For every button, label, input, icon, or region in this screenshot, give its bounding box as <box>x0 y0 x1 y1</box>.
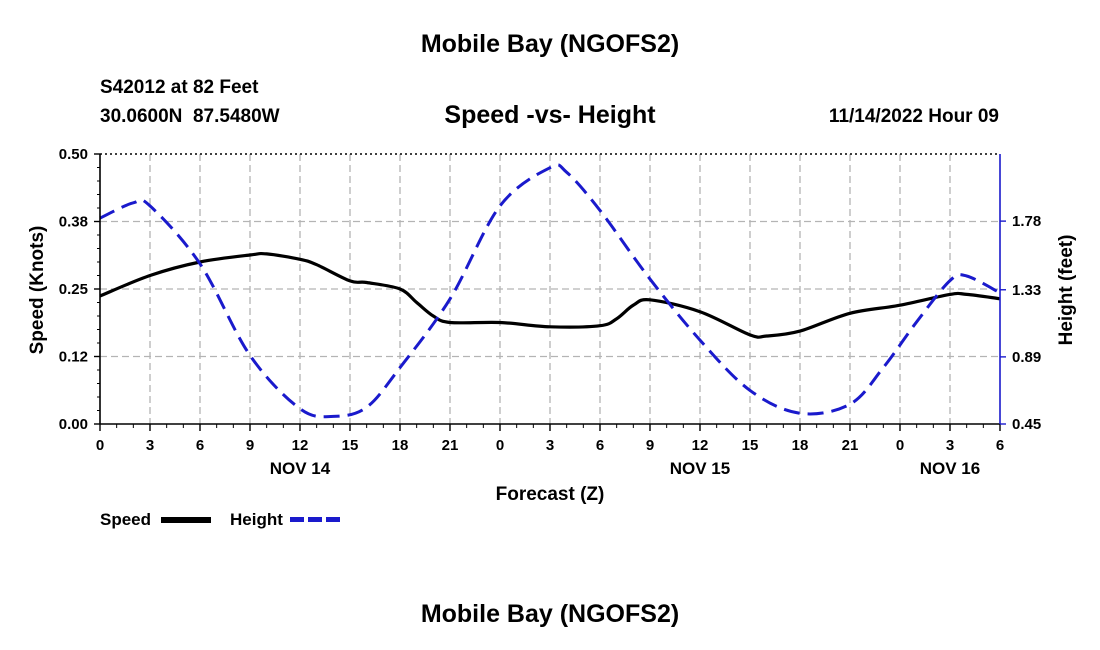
y-tick-label: 0.25 <box>59 281 88 298</box>
date-label: NOV 15 <box>670 459 730 478</box>
x-tick-label: 18 <box>792 437 809 454</box>
x-tick-label: 21 <box>842 437 859 454</box>
y2-tick-label: 1.33 <box>1012 282 1041 299</box>
y-tick-label: 0.00 <box>59 416 88 433</box>
y-axis-label: Speed (Knots) <box>27 226 48 355</box>
x-tick-label: 3 <box>946 437 954 454</box>
x-tick-label: 21 <box>442 437 459 454</box>
y2-tick-label: 0.89 <box>1012 349 1041 366</box>
legend-height-swatch <box>290 517 342 522</box>
chart-subtitle: Speed -vs- Height <box>444 101 656 129</box>
speed-height-chart: 0 3 6 9 12 15 18 21 0 3 6 9 12 15 18 21 0 3 6 NOV 14 NOV 15 N… <box>27 146 1077 505</box>
x-axis-label: Forecast (Z) <box>496 484 605 505</box>
x-tick-label: 15 <box>742 437 759 454</box>
footer-title: Mobile Bay (NGOFS2) <box>420 600 680 628</box>
x-tick-label: 6 <box>596 437 604 454</box>
y2-axis-label: Height (feet) <box>1056 235 1077 346</box>
y2-tick-label: 1.78 <box>1012 213 1041 230</box>
y-tick-label: 0.38 <box>59 214 88 231</box>
y-tick-label: 0.50 <box>59 146 88 163</box>
x-tick-label: 0 <box>496 437 504 454</box>
x-tick-label: 18 <box>392 437 409 454</box>
station-label: S42012 at 82 Feet <box>100 77 259 98</box>
x-tick-label: 9 <box>646 437 654 454</box>
chart-title: Mobile Bay (NGOFS2) <box>420 30 680 58</box>
x-tick-label: 12 <box>692 437 709 454</box>
x-tick-label: 9 <box>246 437 254 454</box>
coordinates-label: 30.0600N 87.5480W <box>100 106 280 127</box>
y2-tick-label: 0.45 <box>1012 416 1041 433</box>
forecast-datetime: 11/14/2022 Hour 09 <box>828 106 999 127</box>
height-series-line <box>99 163 1001 419</box>
date-label: NOV 14 <box>270 459 331 478</box>
x-tick-label: 12 <box>292 437 309 454</box>
x-tick-label: 6 <box>196 437 204 454</box>
date-label: NOV 16 <box>920 459 980 478</box>
legend-speed-label: Speed <box>100 510 152 529</box>
x-tick-label: 3 <box>546 437 554 454</box>
x-tick-label: 3 <box>146 437 154 454</box>
legend-speed-swatch <box>161 517 211 523</box>
y-tick-label: 0.12 <box>59 349 88 366</box>
speed-series-line <box>99 251 1001 339</box>
x-tick-label: 6 <box>996 437 1004 454</box>
x-tick-label: 0 <box>896 437 904 454</box>
legend-height-label: Height <box>230 510 283 529</box>
x-tick-label: 0 <box>96 437 104 454</box>
x-tick-label: 15 <box>342 437 359 454</box>
